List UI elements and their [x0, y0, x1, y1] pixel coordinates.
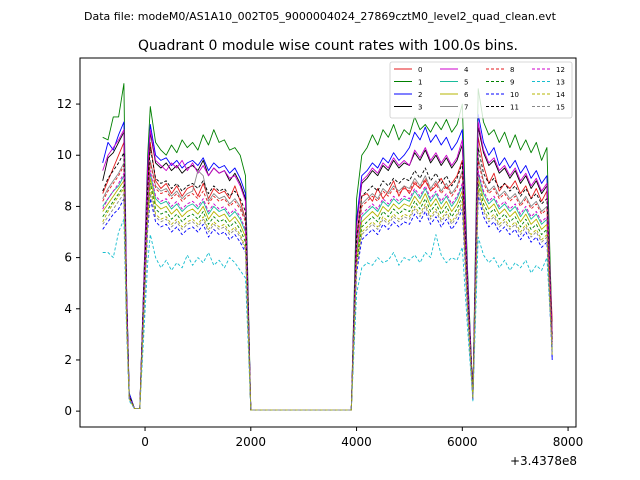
legend-label-14: 14 — [556, 91, 565, 99]
legend-label-7: 7 — [464, 104, 468, 112]
legend-label-6: 6 — [464, 91, 469, 99]
y-tick-label: 0 — [64, 404, 72, 418]
legend-label-3: 3 — [418, 104, 422, 112]
series-line-4 — [102, 121, 553, 411]
series-line-7 — [102, 157, 553, 411]
axes-frame — [79, 57, 577, 428]
y-tick-label: 8 — [64, 199, 72, 213]
x-tick-label: 6000 — [447, 435, 478, 449]
legend-label-0: 0 — [418, 66, 422, 74]
x-tick-label: 0 — [141, 435, 149, 449]
series-line-0 — [102, 136, 553, 411]
y-tick-label: 2 — [64, 353, 72, 367]
x-axis-offset: +3.4378e8 — [510, 454, 577, 468]
legend-label-9: 9 — [510, 79, 514, 87]
series-line-2 — [102, 113, 553, 411]
chart-suptitle: Data file: modeM0/AS1A10_002T05_90000040… — [84, 10, 557, 23]
x-tick-label: 4000 — [341, 435, 372, 449]
series-layer — [102, 83, 553, 411]
legend-label-5: 5 — [464, 79, 468, 87]
legend-frame — [389, 61, 573, 119]
y-axis: 0 2 4 6 8 10 12 — [57, 97, 80, 418]
y-tick-label: 6 — [64, 251, 72, 265]
series-line-11 — [102, 147, 553, 411]
legend-label-4: 4 — [464, 66, 469, 74]
series-line-10 — [102, 195, 553, 411]
y-tick-label: 12 — [57, 97, 72, 111]
series-line-5 — [102, 172, 553, 411]
series-line-13 — [102, 218, 553, 411]
series-line-3 — [102, 126, 553, 411]
legend-label-15: 15 — [556, 104, 565, 112]
y-tick-label: 4 — [64, 302, 72, 316]
legend-label-1: 1 — [418, 79, 422, 87]
legend-label-8: 8 — [510, 66, 514, 74]
legend-label-10: 10 — [510, 91, 519, 99]
legend-label-2: 2 — [418, 91, 422, 99]
x-axis: 0 2000 4000 6000 8000 — [141, 427, 583, 449]
series-line-14 — [102, 188, 553, 411]
y-tick-label: 10 — [57, 148, 72, 162]
chart-title: Quadrant 0 module wise count rates with … — [138, 38, 518, 54]
plot-area — [79, 57, 577, 428]
series-line-15 — [102, 190, 553, 411]
series-line-8 — [102, 159, 553, 411]
x-tick-label: 8000 — [553, 435, 584, 449]
series-line-1 — [102, 83, 553, 411]
legend-label-11: 11 — [510, 104, 519, 112]
series-line-6 — [102, 177, 553, 411]
legend-label-12: 12 — [556, 66, 565, 74]
x-tick-label: 2000 — [236, 435, 267, 449]
legend-label-13: 13 — [556, 79, 565, 87]
